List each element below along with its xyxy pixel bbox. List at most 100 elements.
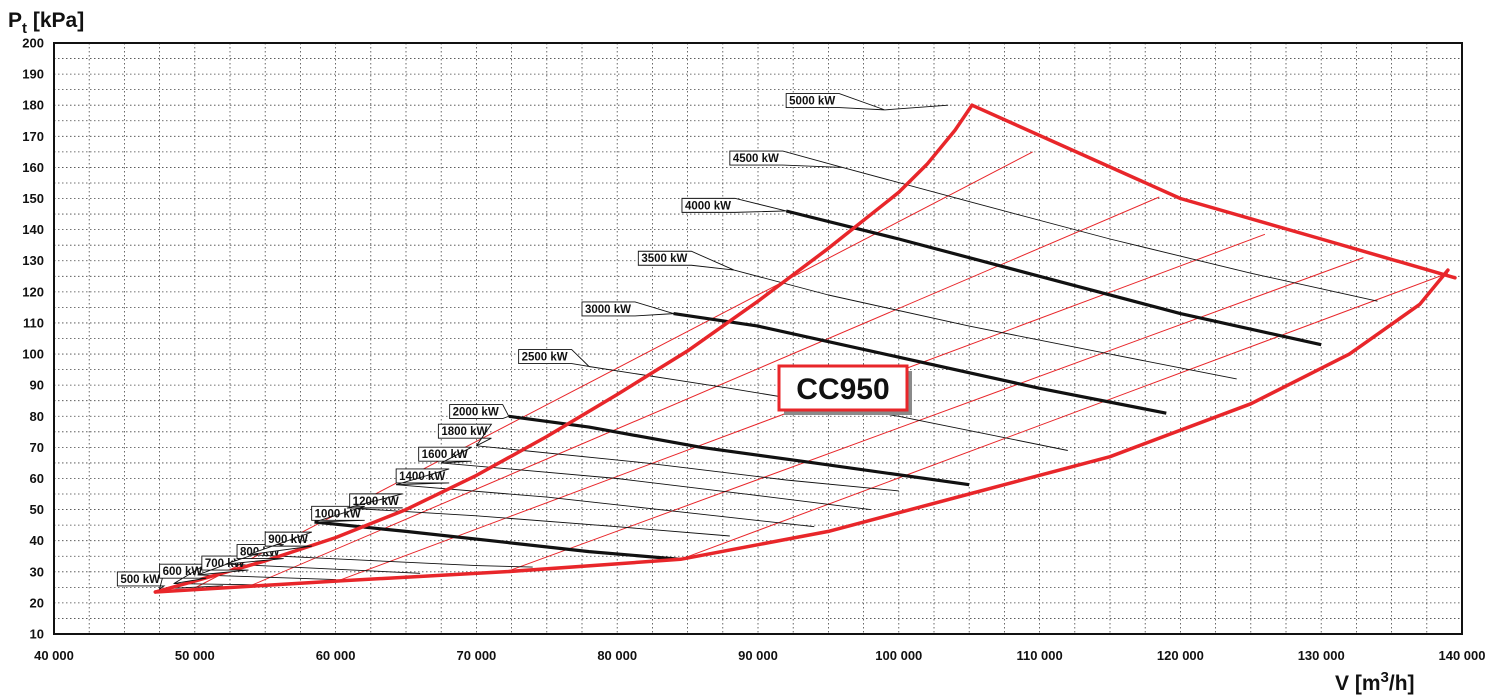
- power-curve: [396, 484, 815, 528]
- power-curve-tag-box: [729, 150, 843, 168]
- power-curve-label: 2500 kW: [522, 352, 568, 364]
- power-curve-label: 4000 kW: [685, 200, 731, 212]
- power-curve: [441, 462, 871, 511]
- x-tick-label: 130 000: [1298, 648, 1345, 663]
- power-curve-tag: 5000 kW: [785, 93, 885, 111]
- power-curve: [733, 269, 1237, 380]
- y-tick-label: 60: [30, 471, 44, 486]
- x-axis-ticks: 40 000 50 000 60 000 70 000 80 000 90 000 100 …: [34, 648, 1485, 663]
- power-curve: [785, 209, 1322, 347]
- power-curve: [884, 104, 949, 111]
- power-curve-tag-box: [581, 301, 674, 317]
- x-tick-label: 80 000: [597, 648, 637, 663]
- power-curve-tag-box: [449, 404, 510, 420]
- power-curve: [476, 445, 899, 492]
- power-curve-label: 900 kW: [268, 534, 308, 546]
- power-curve-tag: 1800 kW: [437, 423, 493, 447]
- power-curve-tag: 4500 kW: [729, 150, 843, 168]
- power-curve: [225, 563, 421, 574]
- x-tick-label: 40 000: [34, 648, 74, 663]
- power-curve: [508, 414, 970, 487]
- power-curve-tag-box: [518, 349, 591, 368]
- power-curve-label: 3500 kW: [641, 253, 687, 265]
- envelope-upper: [153, 103, 974, 594]
- x-tick-label: 120 000: [1157, 648, 1204, 663]
- power-curve-tag: 900 kW: [248, 531, 312, 556]
- speed-line: [680, 272, 1449, 560]
- envelope: [153, 103, 1457, 594]
- power-curve: [248, 554, 533, 568]
- y-tick-label: 190: [22, 67, 44, 82]
- power-curve-tag-box: [159, 563, 208, 585]
- power-curve-tag-box: [785, 93, 885, 111]
- power-curve-label: 1800 kW: [441, 426, 487, 438]
- y-tick-label: 20: [30, 595, 44, 610]
- power-curve-tag-box: [437, 423, 493, 447]
- power-curve-tag: 3500 kW: [637, 250, 735, 271]
- x-tick-label: 110 000: [1016, 648, 1062, 663]
- y-tick-label: 170: [22, 129, 44, 144]
- power-curve-label: 2000 kW: [453, 407, 499, 419]
- x-axis-title: V [m3/h]: [1335, 669, 1415, 695]
- power-curve: [673, 312, 1167, 415]
- y-tick-label: 110: [23, 315, 44, 330]
- power-curve-tag: 1200 kW: [346, 493, 403, 509]
- power-curve: [346, 507, 730, 537]
- power-curve-label: 1400 kW: [399, 471, 445, 483]
- power-curve-tag: 1600 kW: [418, 446, 472, 464]
- x-tick-label: 50 000: [175, 648, 215, 663]
- x-tick-label: 70 000: [457, 648, 497, 663]
- power-curve: [314, 520, 681, 561]
- power-curve-tag: 600 kW: [159, 563, 208, 585]
- y-tick-label: 150: [22, 191, 44, 206]
- y-tick-label: 80: [30, 409, 44, 424]
- model-label-box: CC950: [777, 364, 912, 415]
- plot-frame: [53, 42, 1463, 635]
- y-tick-label: 180: [22, 98, 44, 113]
- y-tick-label: 200: [22, 36, 44, 51]
- power-curve-label: 500 kW: [120, 574, 160, 586]
- y-tick-label: 120: [22, 284, 44, 299]
- power-curve-tag: 1000 kW: [311, 505, 365, 523]
- power-curve-label: 1200 kW: [353, 496, 399, 508]
- power-curve-label: 5000 kW: [789, 96, 835, 108]
- power-curve: [197, 574, 336, 581]
- power-curve-tag: 2500 kW: [518, 349, 591, 368]
- y-tick-label: 130: [22, 253, 44, 268]
- y-tick-label: 10: [30, 627, 44, 642]
- model-label: CC950: [796, 373, 889, 406]
- power-curve-label: 1600 kW: [422, 449, 468, 461]
- power-curve-label: 4500 kW: [733, 153, 779, 165]
- y-axis-ticks: 10 20 30 40 50 60 70 80 90 100 110 120 130 140 150 160 1…: [22, 36, 44, 642]
- power-curve-tag-box: [248, 531, 312, 556]
- y-tick-label: 50: [30, 502, 44, 517]
- power-curve-tag-box: [346, 493, 403, 509]
- power-curve-tag-box: [418, 446, 472, 464]
- y-axis-title: Pt [kPa]: [8, 9, 84, 37]
- power-curve-tag: 4000 kW: [681, 197, 787, 213]
- envelope-right: [970, 103, 1457, 280]
- power-curve: [842, 166, 1378, 302]
- y-tick-label: 160: [22, 160, 44, 175]
- power-curve-tag: 3000 kW: [581, 301, 674, 317]
- speed-line: [504, 257, 1364, 573]
- power-curve-label: 1000 kW: [315, 508, 361, 520]
- x-tick-label: 90 000: [738, 648, 778, 663]
- power-curve-label: 3000 kW: [585, 304, 631, 316]
- speed-line: [250, 196, 1160, 586]
- power-curve-tag: 500 kW: [116, 571, 166, 590]
- y-tick-label: 30: [30, 564, 44, 579]
- power-curve-tag-box: [116, 571, 166, 590]
- power-curve-tag-box: [395, 468, 450, 486]
- x-tick-label: 100 000: [875, 648, 922, 663]
- y-tick-label: 140: [22, 222, 44, 237]
- y-tick-label: 100: [22, 347, 44, 362]
- power-curve-tag-box: [311, 505, 365, 523]
- y-tick-label: 70: [30, 440, 44, 455]
- power-curve-tag-box: [681, 197, 787, 213]
- x-tick-label: 140 000: [1439, 648, 1486, 663]
- envelope-lower: [153, 268, 1450, 594]
- x-tick-label: 60 000: [316, 648, 356, 663]
